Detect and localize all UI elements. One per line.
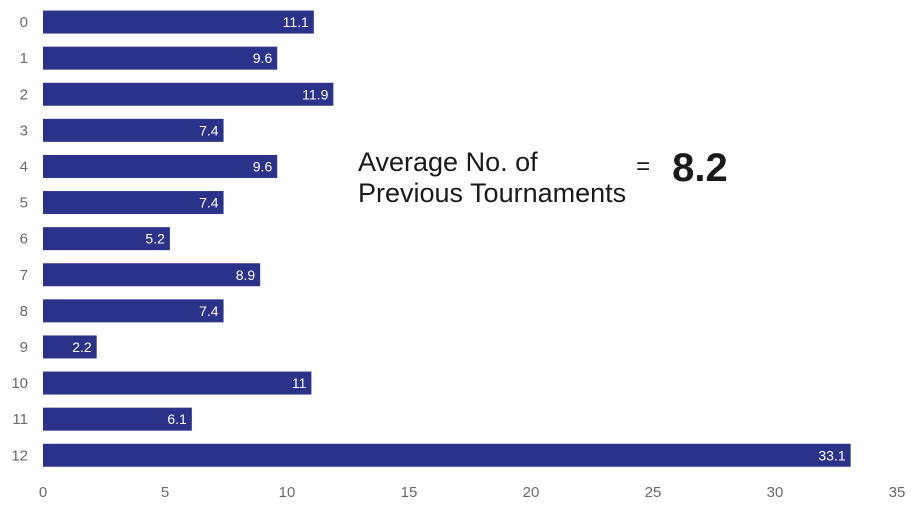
data-label-5: 7.4 [199, 195, 219, 211]
x-tick-20: 20 [523, 484, 540, 501]
data-label-0: 11.1 [283, 14, 309, 30]
bar-7 [43, 263, 261, 287]
category-label-3: 3 [20, 122, 28, 139]
x-tick-5: 5 [161, 484, 169, 501]
bar-2 [43, 82, 334, 106]
x-tick-35: 35 [889, 484, 906, 501]
data-label-12: 33.1 [818, 447, 845, 463]
bar-11 [43, 407, 192, 431]
data-label-7: 8.9 [236, 267, 256, 283]
average-label-line2: Previous Tournaments [358, 178, 627, 208]
data-label-4: 9.6 [253, 158, 273, 174]
average-label: Average No. of Previous Tournaments [358, 147, 626, 209]
data-label-6: 5.2 [145, 231, 165, 247]
data-label-1: 9.6 [253, 50, 273, 66]
category-label-0: 0 [20, 14, 28, 31]
category-label-8: 8 [20, 303, 28, 320]
bar-4 [43, 154, 278, 178]
bar-10 [43, 371, 312, 395]
category-label-11: 11 [12, 411, 28, 428]
average-annotation: Average No. of Previous Tournaments = 8.… [358, 146, 728, 209]
category-label-10: 10 [11, 375, 28, 392]
x-axis-ticks: 0 5 10 15 20 25 30 35 [39, 484, 906, 501]
bar-0 [43, 10, 314, 34]
bar-9 [43, 335, 97, 359]
category-label-9: 9 [20, 339, 28, 356]
bar-6 [43, 227, 170, 251]
data-label-2: 11.9 [302, 86, 328, 102]
category-label-7: 7 [20, 267, 28, 284]
equals-sign: = [636, 153, 651, 180]
bar-8 [43, 299, 224, 323]
average-value: 8.2 [672, 146, 728, 190]
data-label-3: 7.4 [199, 122, 219, 138]
category-label-5: 5 [20, 195, 28, 212]
x-tick-0: 0 [39, 484, 47, 501]
category-label-12: 12 [11, 447, 28, 464]
x-tick-15: 15 [401, 484, 418, 501]
category-label-6: 6 [20, 231, 28, 248]
data-label-11: 6.1 [167, 411, 187, 427]
bar-12 [43, 443, 851, 467]
bars-layer [43, 10, 851, 467]
x-tick-10: 10 [279, 484, 296, 501]
category-label-4: 4 [20, 158, 28, 175]
bar-1 [43, 46, 278, 70]
data-label-10: 11 [292, 375, 307, 391]
bar-3 [43, 118, 224, 142]
category-label-1: 1 [20, 50, 28, 67]
category-label-2: 2 [20, 86, 28, 103]
data-label-9: 2.2 [72, 339, 92, 355]
x-tick-30: 30 [767, 484, 784, 501]
data-label-8: 7.4 [199, 303, 219, 319]
x-tick-25: 25 [645, 484, 662, 501]
data-labels: 11.1 9.6 11.9 7.4 9.6 7.4 5.2 8.9 7.4 2.2 11 6.1 33.… [72, 14, 846, 463]
bar-5 [43, 191, 224, 215]
average-label-line1: Average No. of [358, 147, 538, 177]
